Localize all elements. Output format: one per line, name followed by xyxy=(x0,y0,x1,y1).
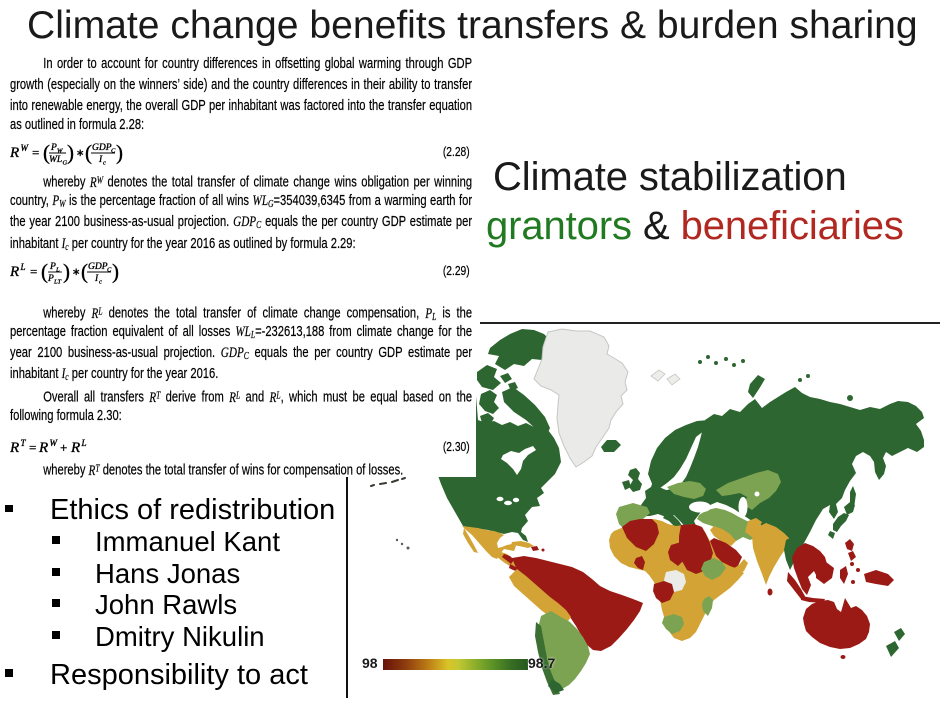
svg-text:L: L xyxy=(55,267,60,274)
svg-text:∗: ∗ xyxy=(72,267,80,278)
svg-text:): ) xyxy=(67,141,74,165)
svg-text:(: ( xyxy=(43,141,50,165)
svg-text:I: I xyxy=(94,274,99,284)
svg-text:R: R xyxy=(10,264,19,280)
svg-text:): ) xyxy=(112,260,119,284)
svg-text:P: P xyxy=(50,143,57,153)
svg-text:C: C xyxy=(107,267,112,274)
svg-text:c: c xyxy=(99,279,102,286)
svg-text:T: T xyxy=(21,438,27,448)
svg-text:WL: WL xyxy=(49,155,62,165)
svg-text:P: P xyxy=(49,262,56,272)
svg-text:L: L xyxy=(81,438,87,448)
svg-text:+: + xyxy=(60,440,67,455)
svg-text:(: ( xyxy=(81,260,88,284)
svg-text:GDP: GDP xyxy=(92,143,112,153)
svg-text:(: ( xyxy=(85,141,92,165)
svg-text:I: I xyxy=(98,155,103,165)
svg-text:R: R xyxy=(38,440,48,456)
svg-text:R: R xyxy=(10,145,19,161)
svg-text:W: W xyxy=(57,148,63,155)
svg-text:(: ( xyxy=(41,260,48,284)
svg-text:): ) xyxy=(63,260,70,284)
svg-text:GDP: GDP xyxy=(88,262,108,272)
svg-text:R: R xyxy=(10,440,19,456)
svg-text:=: = xyxy=(32,145,39,160)
svg-text:=: = xyxy=(30,264,37,279)
svg-text:G: G xyxy=(63,160,68,167)
svg-text:R: R xyxy=(70,440,80,456)
svg-text:W: W xyxy=(50,438,59,448)
svg-text:∗: ∗ xyxy=(76,148,84,159)
svg-text:L: L xyxy=(20,262,26,272)
svg-text:): ) xyxy=(116,141,123,165)
svg-text:P: P xyxy=(47,274,54,284)
svg-text:C: C xyxy=(111,148,116,155)
svg-text:W: W xyxy=(21,143,30,153)
svg-text:c: c xyxy=(103,160,106,167)
svg-text:LT: LT xyxy=(53,279,61,286)
svg-text:=: = xyxy=(29,440,36,455)
